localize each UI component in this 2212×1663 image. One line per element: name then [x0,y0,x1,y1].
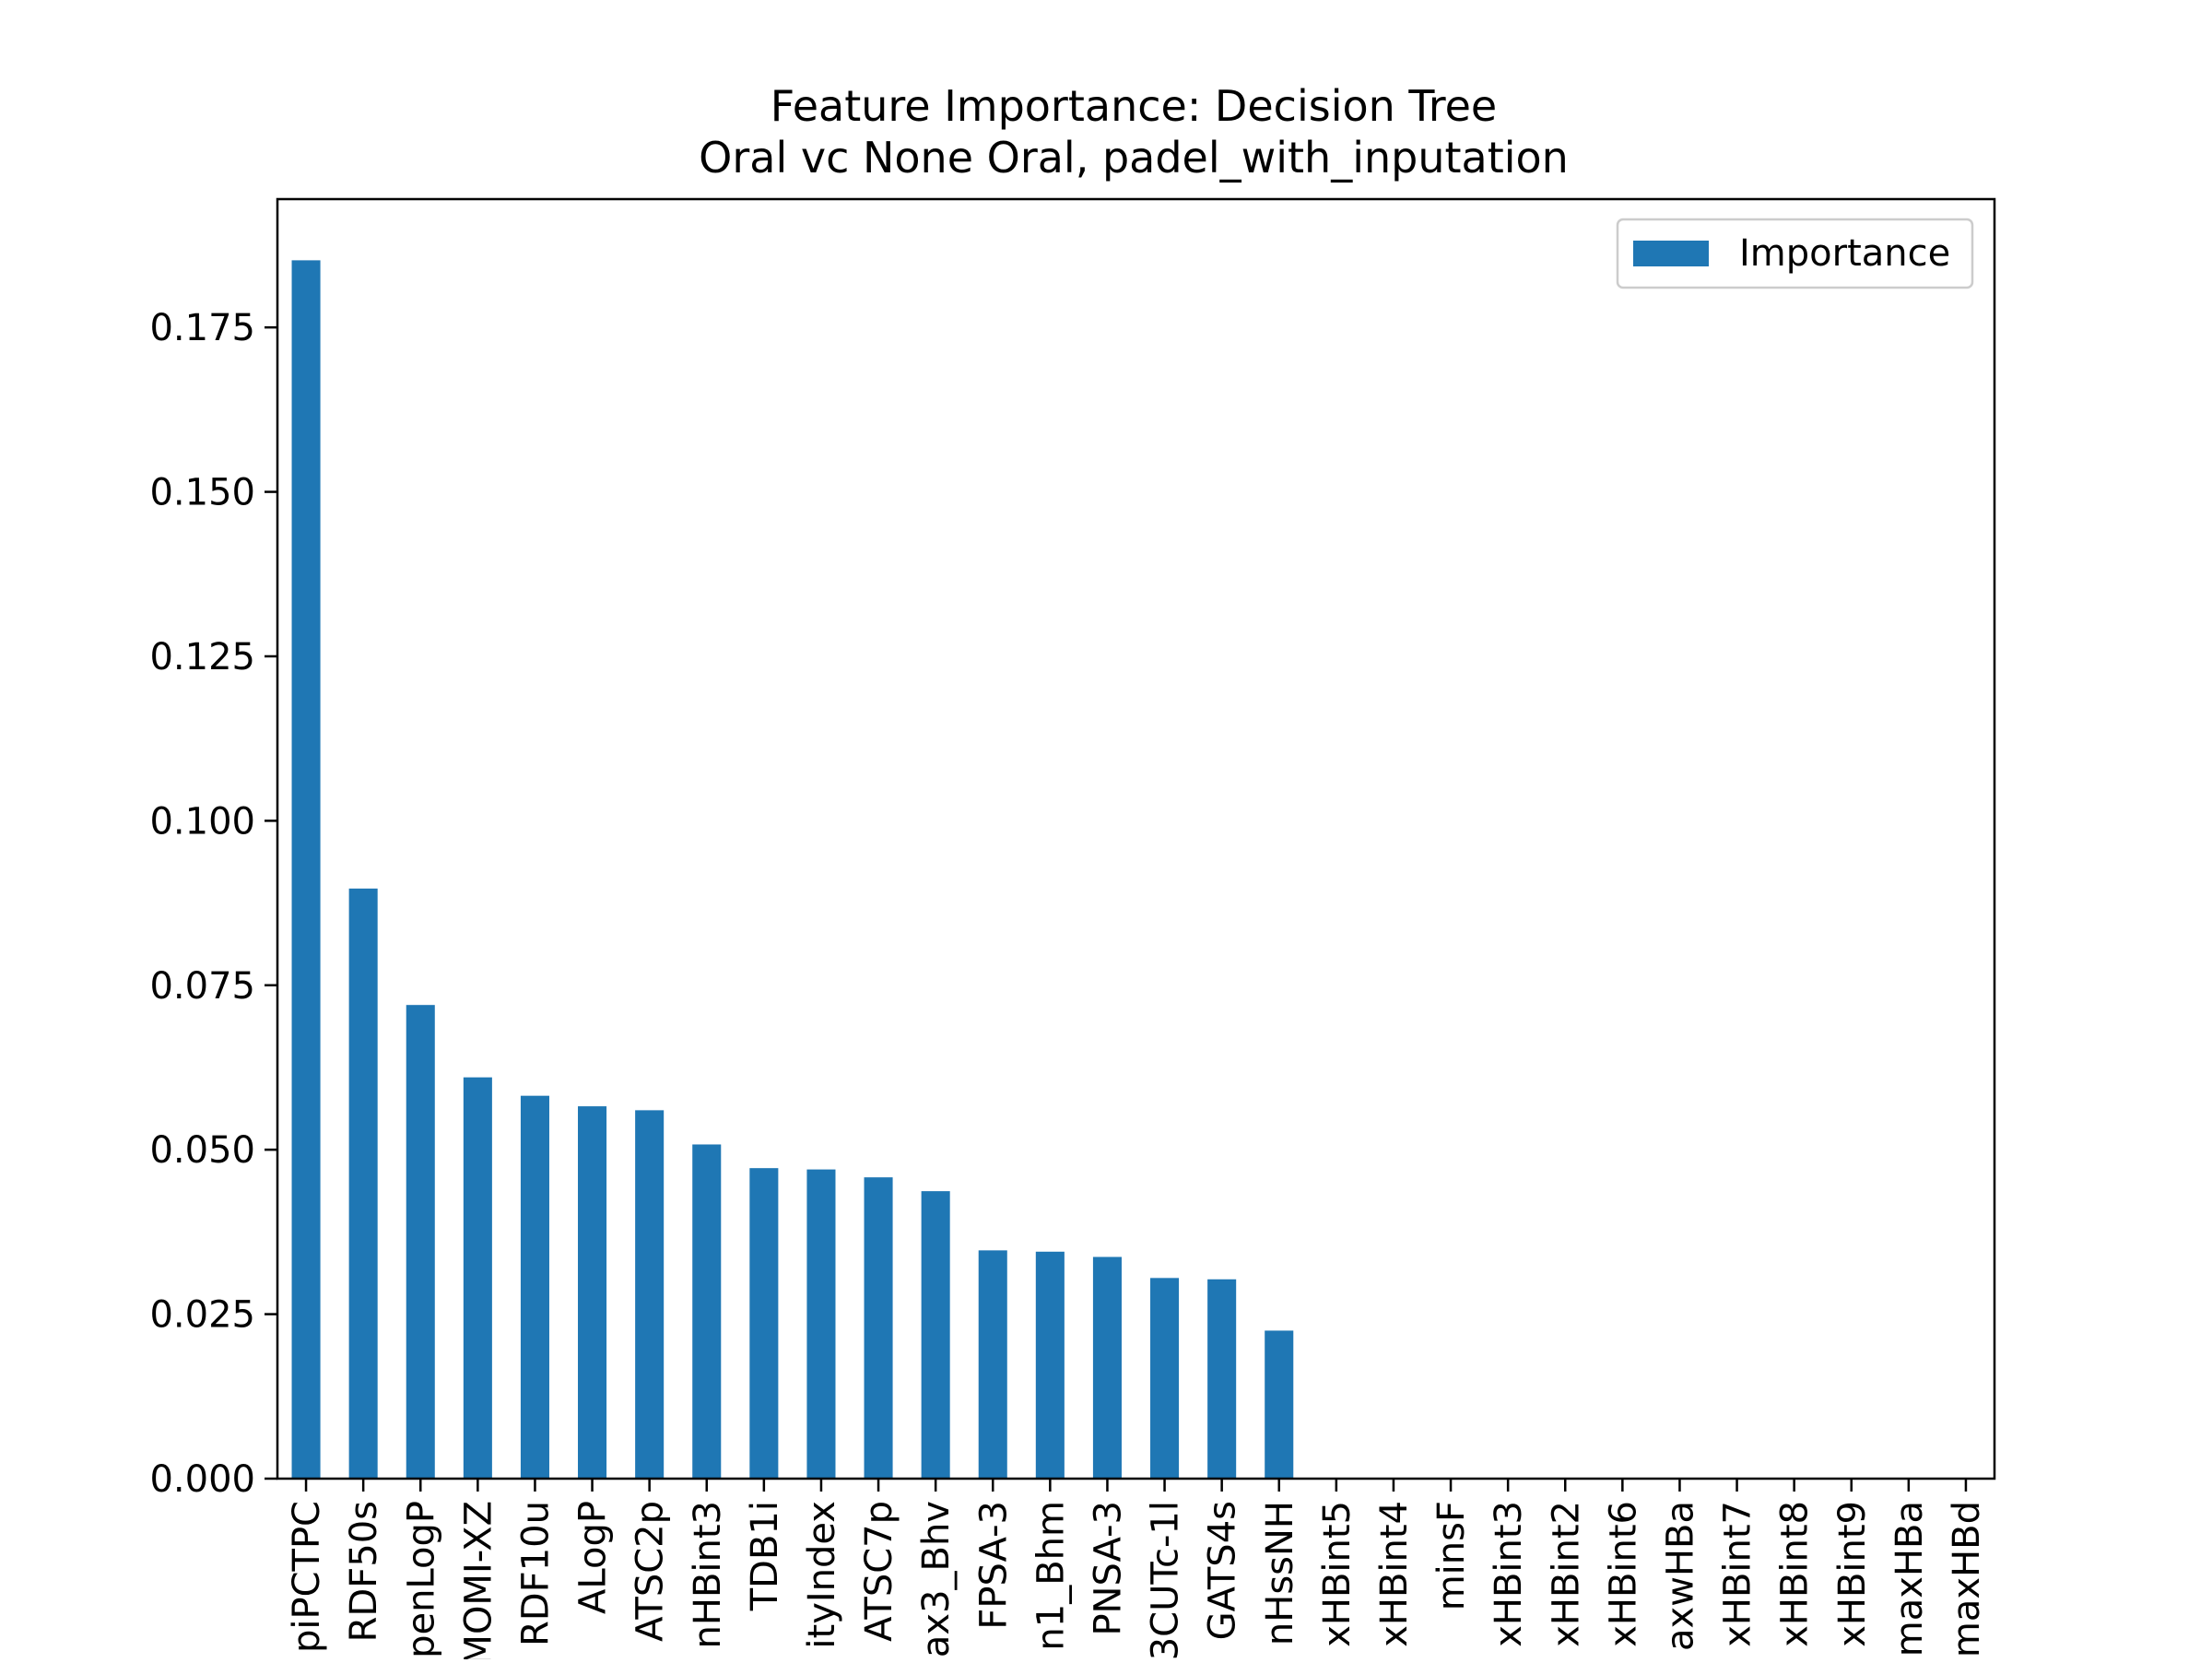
x-tick-label: minsF [1430,1501,1473,1610]
bar-MOMI-XZ [463,1077,492,1479]
y-tick-label: 0.175 [149,307,255,349]
y-tick-label: 0.100 [149,800,255,843]
bars-layer [291,260,1294,1479]
x-tick-label: nHssNH [1259,1501,1301,1645]
y-tick-label: 0.000 [149,1458,255,1501]
x-tick-label: 3CUTc-1l [1145,1501,1187,1659]
bar-RDF10u [520,1095,549,1479]
legend-label: Importance [1739,232,1950,275]
y-axis: 0.000 0.025 0.050 0.075 0.100 0.125 0.150 0.175 [149,307,277,1501]
x-tick-label: RDF10u [514,1501,557,1646]
x-tick-label: ax3_Bhv [915,1501,958,1657]
x-tick-label: xHBint3 [1488,1501,1530,1647]
x-tick-label: xHBint4 [1373,1501,1416,1647]
bar-PNSA-3 [1092,1256,1122,1479]
bar-TDB1i [749,1168,779,1479]
plot-frame [276,197,1996,1480]
x-tick-label: MOMI-XZ [457,1501,500,1659]
x-tick-label: maxHBd [1946,1501,1988,1657]
y-tick-label: 0.050 [149,1129,255,1172]
x-tick-label: ityIndex [801,1501,843,1649]
y-tick-label: 0.125 [149,636,255,678]
bar-GATS4s [1207,1279,1237,1479]
x-tick-label: axwHBa [1659,1501,1701,1651]
x-tick-label: penLogP [400,1501,442,1658]
bar-ityIndex [806,1169,836,1479]
chart-title: Feature Importance: Decision Tree [771,81,1497,131]
bar-piPCTPC [291,260,321,1479]
chart-subtitle: Oral vc None Oral, padel_with_inputation [699,133,1569,183]
bar-ax3_Bhv [921,1191,950,1479]
bar-nHBint3 [692,1144,722,1479]
y-tick-label: 0.150 [149,472,255,514]
y-tick-label: 0.025 [149,1294,255,1337]
x-tick-label: xHBint5 [1316,1501,1359,1647]
x-tick-label: PNSA-3 [1087,1501,1129,1636]
bar-FPSA-3 [978,1250,1007,1479]
y-tick-label: 0.075 [149,965,255,1008]
x-tick-label: xHBint2 [1545,1501,1587,1647]
bar-RDF50s [348,888,378,1479]
bar-n1_Bhm [1035,1251,1065,1479]
x-tick-label: n1_Bhm [1030,1501,1072,1651]
bar-3CUTc-1l [1150,1278,1180,1479]
x-axis: piPCTPC RDF50s penLogP MOMI-XZ RDF10u ALogP AT… [286,1479,1988,1663]
x-tick-label: xHBint9 [1831,1501,1874,1647]
bar-ATSC7p [864,1177,893,1479]
x-tick-label: piPCTPC [286,1501,328,1653]
bar-penLogP [406,1005,435,1479]
x-tick-label: ATSC2p [629,1501,672,1642]
legend: Importance [1616,218,1974,289]
x-tick-label: nHBint3 [687,1501,729,1648]
legend-box [1616,218,1974,289]
x-tick-label: xHBint7 [1717,1501,1759,1647]
bar-ALogP [578,1106,607,1479]
x-tick-label: GATS4s [1202,1501,1244,1640]
x-tick-label: TDB1i [744,1501,786,1611]
x-tick-label: xHBint6 [1602,1501,1644,1647]
bar-ATSC2p [635,1110,665,1479]
x-tick-label: ALogP [572,1501,615,1614]
x-tick-label: xHBint8 [1774,1501,1817,1647]
x-tick-label: ATSC7p [858,1501,900,1642]
x-tick-label: FPSA-3 [972,1501,1015,1630]
x-tick-label: maxHBa [1888,1501,1931,1657]
bar-nHssNH [1265,1330,1294,1479]
legend-swatch [1633,241,1709,266]
x-tick-label: RDF50s [343,1501,385,1642]
